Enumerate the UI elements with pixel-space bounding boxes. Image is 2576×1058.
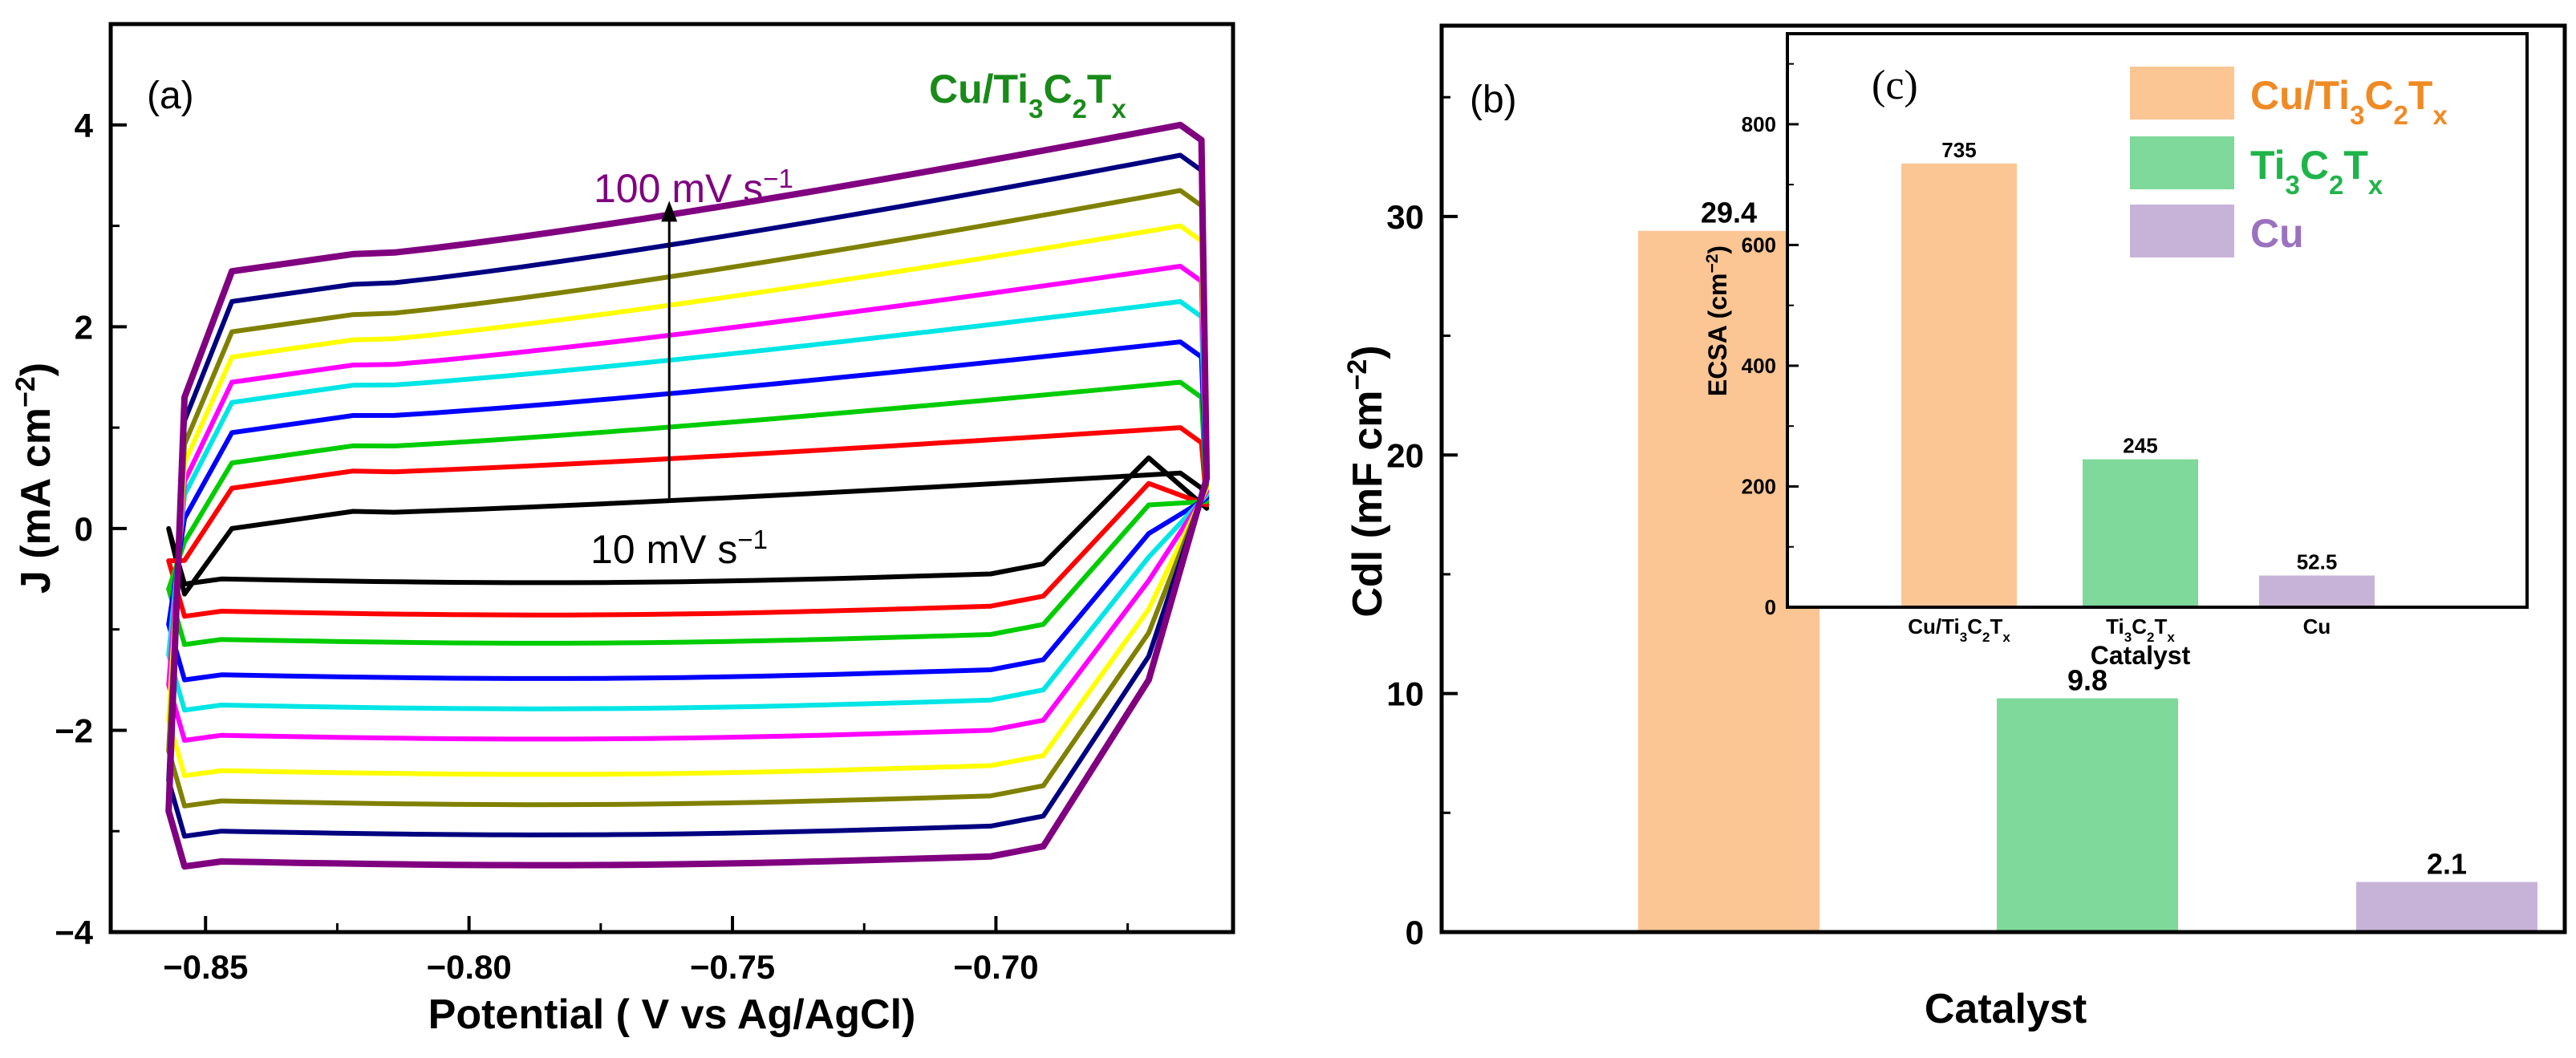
panel-label-c: (c) <box>1872 63 1918 108</box>
ecsa-bar-2 <box>2083 459 2198 607</box>
cv-chart-panel: −0.85 −0.80 −0.75 −0.70 −4 −2 0 2 4 Potential ( V… <box>10 22 1235 1038</box>
y-axis-label: ECSA (cm−2) <box>1703 245 1733 396</box>
y-tick-label: 800 <box>1742 112 1776 136</box>
cv-curve-20-mV <box>166 425 1210 619</box>
panel-label-b: (b) <box>1470 79 1517 121</box>
cdl-bar-2 <box>1997 698 2178 932</box>
cv-curve-30-mV <box>166 379 1210 647</box>
y-tick-label: 0 <box>1406 914 1424 951</box>
legend-entry-1: Cu/Ti3C2Tx <box>2250 73 2448 130</box>
legend-swatch-1 <box>2130 67 2234 120</box>
x-tick-label: −0.70 <box>953 948 1038 986</box>
ecsa-value-label: 735 <box>1941 138 1976 162</box>
y-tick-label: 400 <box>1742 354 1776 378</box>
y-tick-label: −2 <box>55 711 93 749</box>
ecsa-value-label: 245 <box>2123 434 2157 458</box>
x-tick-label: Cu/Ti3C2Tx <box>1908 614 2010 645</box>
y-tick-label: 30 <box>1386 198 1424 236</box>
cdl-value-label: 29.4 <box>1701 197 1757 229</box>
panel-label-a: (a) <box>147 75 194 117</box>
legend-entry-2: Ti3C2Tx <box>2250 143 2383 200</box>
x-tick-label: Ti3C2Tx <box>2106 614 2175 645</box>
plot-frame <box>1439 23 2567 934</box>
y-tick-label: 0 <box>1765 595 1776 619</box>
ecsa-value-label: 52.5 <box>2297 549 2338 574</box>
y-axis-label: Cdl (mF cm−2) <box>1342 345 1391 617</box>
y-tick-label: 20 <box>1386 436 1424 474</box>
cdl-value-label: 9.8 <box>2067 664 2107 697</box>
inset-frame <box>1786 32 2529 609</box>
x-axis-label: Potential ( V vs Ag/AgCl) <box>428 991 916 1038</box>
x-tick-label: Cu <box>2303 614 2331 638</box>
y-tick-label: 10 <box>1386 675 1424 713</box>
ecsa-inset-bar-chart-panel: 735 245 52.5 0 200 400 600 800 Cu/Ti3C2Tx Ti3C2Tx… <box>1703 32 2529 670</box>
x-tick-label: −0.80 <box>426 948 511 986</box>
label-100-mV: 100 mV s−1 <box>594 164 793 212</box>
legend-entry-3: Cu <box>2250 211 2304 256</box>
y-axis-label: J (mA cm−2) <box>10 363 59 594</box>
ecsa-bar-1 <box>1901 163 2017 607</box>
plot-frame <box>108 22 1235 934</box>
legend-swatch-3 <box>2130 205 2234 257</box>
x-tick-label: −0.75 <box>690 948 775 986</box>
x-axis-label: Catalyst <box>1925 986 2087 1032</box>
label-10-mV: 10 mV s−1 <box>590 525 768 573</box>
cdl-value-label: 2.1 <box>2427 848 2467 881</box>
cv-curve-60-mV <box>166 263 1210 743</box>
legend-swatch-2 <box>2130 136 2234 189</box>
y-tick-label: −4 <box>55 914 94 951</box>
y-tick-label: 600 <box>1742 233 1776 257</box>
legend-title: Cu/Ti3C2Tx <box>929 67 1126 124</box>
x-tick-label: −0.85 <box>163 948 248 986</box>
y-tick-label: 2 <box>75 308 93 346</box>
arrow-head <box>661 201 678 222</box>
y-tick-label: 0 <box>75 510 93 548</box>
x-axis-label: Catalyst <box>2091 641 2191 670</box>
ecsa-bar-3 <box>2259 575 2375 607</box>
y-tick-label: 200 <box>1742 474 1776 498</box>
cv-curve-10-mV <box>166 455 1210 597</box>
cdl-bar-3 <box>2356 882 2537 932</box>
y-tick-label: 4 <box>75 107 94 144</box>
cv-curve-100-mV <box>165 121 1211 870</box>
